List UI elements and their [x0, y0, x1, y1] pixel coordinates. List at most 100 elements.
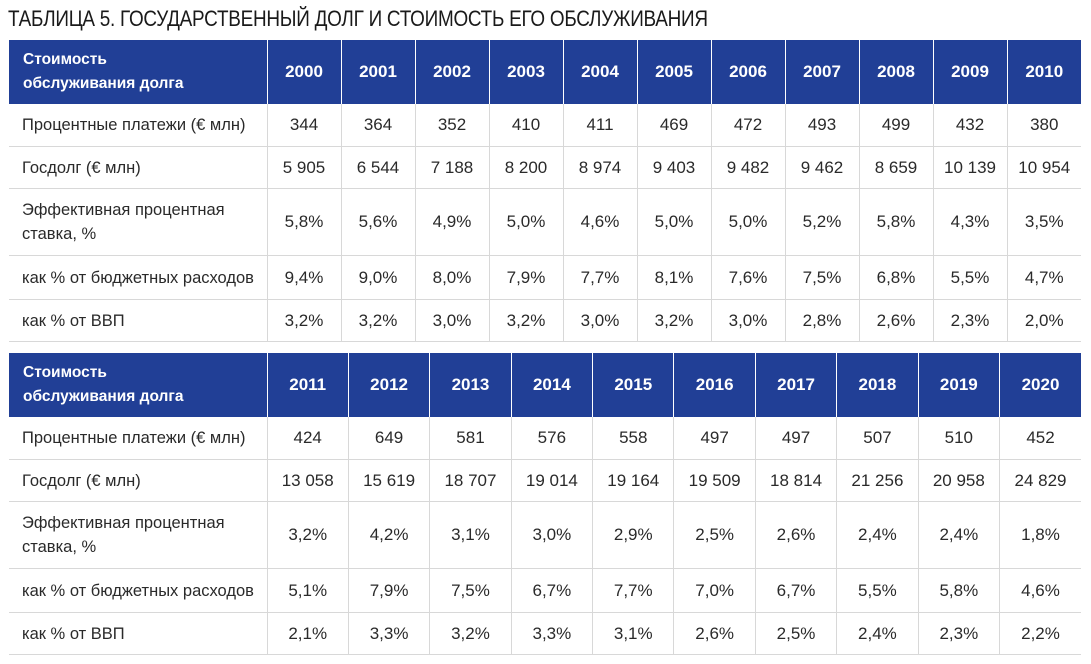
- table-cell: 6,7%: [754, 568, 837, 613]
- table-cell: 3,0%: [562, 299, 637, 342]
- table-cell: 15 619: [347, 459, 430, 502]
- header-label-line1: Стоимость: [23, 364, 107, 381]
- table-cell: 18 707: [429, 459, 512, 502]
- row-interest-payments: Процентные платежи (€ млн) 344 364 352 410 41…: [9, 104, 1081, 147]
- row-label: как % от бюджетных расходов: [9, 568, 267, 613]
- table-cell: 24 829: [999, 459, 1081, 502]
- table-cell: 4,6%: [999, 568, 1081, 613]
- row-label: Процентные платежи (€ млн): [22, 429, 246, 447]
- table-cell: 499: [858, 104, 933, 147]
- year-header: 2005: [636, 40, 711, 104]
- table-title: ТАБЛИЦА 5. ГОСУДАРСТВЕННЫЙ ДОЛГ И СТОИМО…: [8, 6, 708, 31]
- table-cell: 7 188: [414, 146, 489, 189]
- table-cell: 432: [932, 104, 1007, 147]
- header-label-line2: обслуживания долга: [23, 388, 184, 405]
- table-cell: 2,4%: [836, 612, 919, 655]
- year-header: 2009: [932, 40, 1007, 104]
- year-header: 2014: [510, 353, 593, 417]
- table-cell: 7,9%: [347, 568, 430, 613]
- table-cell: 507: [836, 417, 919, 460]
- table-cell: 9,4%: [266, 255, 341, 300]
- table-cell: 2,6%: [858, 299, 933, 342]
- table-cell: 7,9%: [488, 255, 563, 300]
- table-cell: 4,6%: [562, 188, 637, 256]
- table-cell: 3,1%: [429, 501, 512, 569]
- row-effective-rate: Эффективная процентная ставка, % 3,2% 4,2%…: [9, 501, 1081, 569]
- table-cell: 7,6%: [710, 255, 785, 300]
- year-header: 2019: [917, 353, 1000, 417]
- table-cell: 576: [510, 417, 593, 460]
- header-label-line1: Стоимость: [23, 51, 107, 68]
- year-header: 2018: [836, 353, 919, 417]
- row-label: Процентные платежи (€ млн): [22, 116, 246, 134]
- table-cell: 3,1%: [592, 612, 674, 655]
- table-cell: 4,7%: [1006, 255, 1081, 300]
- row-label: Госдолг (€ млн): [9, 459, 267, 502]
- table-cell: 19 509: [673, 459, 756, 502]
- table-cell: 2,3%: [932, 299, 1007, 342]
- table-cell: 19 164: [592, 459, 674, 502]
- table-cell: 2,5%: [754, 612, 837, 655]
- table-cell: 380: [1006, 104, 1081, 147]
- table-cell: 7,0%: [673, 568, 756, 613]
- table-cell: 3,3%: [347, 612, 430, 655]
- table-cell: 7,5%: [784, 255, 859, 300]
- table-cell: 472: [710, 104, 785, 147]
- table-cell: 424: [266, 417, 349, 460]
- table-cell: 1,8%: [999, 501, 1081, 569]
- table-cell: 4,9%: [414, 188, 489, 256]
- table-cell: 411: [562, 104, 637, 147]
- table-cell: 5,8%: [858, 188, 933, 256]
- table-cell: 5,5%: [836, 568, 919, 613]
- header-row: Стоимость обслуживания долга 2000 2001 200…: [9, 40, 1081, 104]
- year-header: 2010: [1006, 40, 1081, 104]
- table-cell: 18 814: [754, 459, 837, 502]
- table-cell: 2,4%: [917, 501, 1000, 569]
- table-cell: 344: [266, 104, 341, 147]
- table-cell: 493: [784, 104, 859, 147]
- table-cell: 5,5%: [932, 255, 1007, 300]
- table-cell: 5,1%: [266, 568, 349, 613]
- table-cell: 352: [414, 104, 489, 147]
- table-cell: 2,6%: [754, 501, 837, 569]
- table-cell: 21 256: [836, 459, 919, 502]
- table-cell: 3,2%: [266, 299, 341, 342]
- table-cell: 20 958: [917, 459, 1000, 502]
- table-cell: 558: [592, 417, 674, 460]
- header-label: Стоимость обслуживания долга: [9, 40, 267, 104]
- table-cell: 2,3%: [917, 612, 1000, 655]
- table-cell: 452: [999, 417, 1081, 460]
- row-pct-gdp: как % от ВВП 3,2% 3,2% 3,0% 3,2% 3,0% 3,2% 3,0%…: [9, 299, 1081, 342]
- row-pct-budget: как % от бюджетных расходов 5,1% 7,9% 7,5% 6…: [9, 568, 1081, 613]
- row-label: Госдолг (€ млн): [9, 146, 267, 189]
- table-cell: 5,0%: [636, 188, 711, 256]
- table-cell: 649: [347, 417, 430, 460]
- table-cell: 6,7%: [510, 568, 593, 613]
- row-label: Эффективная процентная ставка, %: [9, 188, 267, 256]
- table-cell: 7,7%: [592, 568, 674, 613]
- table-cell: 2,2%: [999, 612, 1081, 655]
- table-cell: 581: [429, 417, 512, 460]
- table-cell: 3,2%: [636, 299, 711, 342]
- table-cell: 3,2%: [488, 299, 563, 342]
- table-cell: 3,2%: [429, 612, 512, 655]
- year-header: 2001: [340, 40, 415, 104]
- year-header: 2017: [754, 353, 837, 417]
- table-cell: 3,2%: [266, 501, 349, 569]
- row-label: Эффективная процентная ставка, %: [9, 501, 267, 569]
- table-cell: 510: [917, 417, 1000, 460]
- table-cell: 7,5%: [429, 568, 512, 613]
- year-header: 2015: [592, 353, 674, 417]
- table-cell: 5 905: [266, 146, 341, 189]
- row-interest-payments: Процентные платежи (€ млн) 424 649 581 576 55…: [9, 417, 1081, 460]
- row-label: как % от ВВП: [9, 612, 267, 655]
- year-header: 2004: [562, 40, 637, 104]
- table-cell: 2,8%: [784, 299, 859, 342]
- table-cell: 469: [636, 104, 711, 147]
- year-header: 2008: [858, 40, 933, 104]
- table-cell: 364: [340, 104, 415, 147]
- table-cell: 9 403: [636, 146, 711, 189]
- table-cell: 5,8%: [917, 568, 1000, 613]
- row-effective-rate: Эффективная процентная ставка, % 5,8% 5,6%…: [9, 188, 1081, 256]
- table-cell: 5,0%: [710, 188, 785, 256]
